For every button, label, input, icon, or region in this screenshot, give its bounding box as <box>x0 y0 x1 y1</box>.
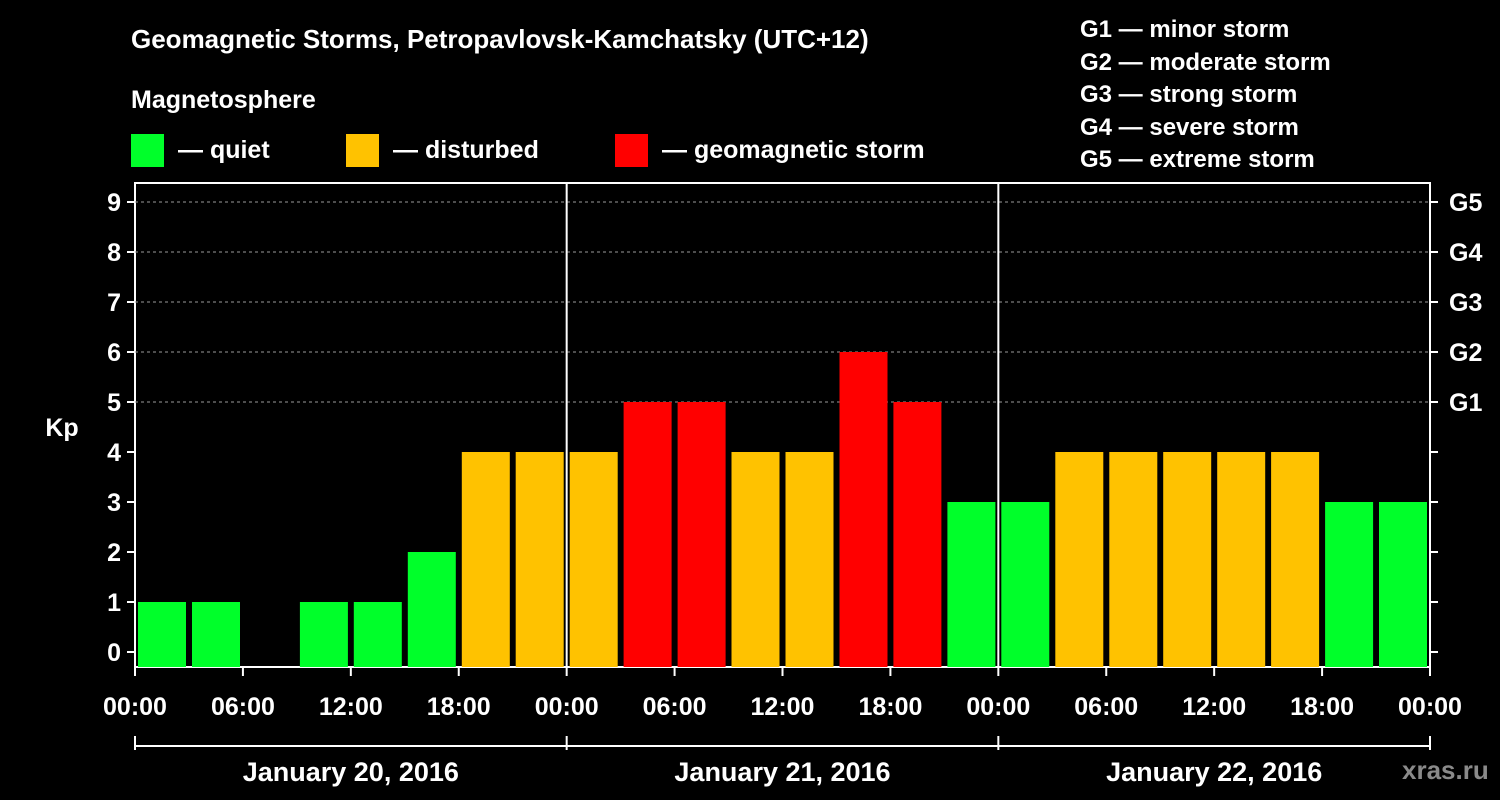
bar-14 <box>893 402 942 667</box>
bar-6 <box>461 452 510 667</box>
legend-label-quiet: — quiet <box>178 135 270 164</box>
bar-5 <box>407 552 456 667</box>
xtick-label-7: 18:00 <box>858 693 922 721</box>
bar-15 <box>947 502 996 667</box>
ytick-label-7: 7 <box>107 289 121 317</box>
bar-8 <box>569 452 618 667</box>
legend-swatch-disturbed <box>346 133 379 167</box>
xtick-label-12: 00:00 <box>1398 693 1462 721</box>
bar-16 <box>1001 502 1050 667</box>
right-tick-label-G1: G1 <box>1449 389 1482 417</box>
bar-12 <box>785 452 834 667</box>
bar-22 <box>1325 502 1374 667</box>
storm-scale-legend: G1 — minor storm G2 — moderate storm G3 … <box>1080 14 1331 177</box>
bar-20 <box>1217 452 1266 667</box>
right-tick-label-G5: G5 <box>1449 189 1482 217</box>
bar-23 <box>1379 502 1427 667</box>
bar-1 <box>192 602 240 667</box>
ytick-label-3: 3 <box>107 489 121 517</box>
ytick-label-4: 4 <box>107 439 121 467</box>
xtick-label-11: 18:00 <box>1290 693 1354 721</box>
y-axis-label: Kp <box>45 414 78 442</box>
bar-0 <box>138 602 186 667</box>
xtick-label-2: 12:00 <box>319 693 383 721</box>
right-tick-label-G3: G3 <box>1449 289 1482 317</box>
storm-scale-g3: G3 — strong storm <box>1080 81 1298 108</box>
storm-scale-g1: G1 — minor storm <box>1080 16 1290 43</box>
bar-13 <box>839 352 888 667</box>
legend-item-quiet: — quiet <box>131 133 270 167</box>
bar-3 <box>299 602 348 667</box>
bar-21 <box>1271 452 1320 667</box>
bar-11 <box>731 452 780 667</box>
bar-19 <box>1163 452 1212 667</box>
xtick-label-9: 06:00 <box>1074 693 1138 721</box>
day-label-1: January 21, 2016 <box>674 757 890 787</box>
watermark: xras.ru <box>1402 755 1489 785</box>
xtick-label-4: 00:00 <box>535 693 599 721</box>
ytick-label-1: 1 <box>107 589 121 617</box>
right-tick-label-G2: G2 <box>1449 339 1482 367</box>
legend-item-storm: — geomagnetic storm <box>615 133 925 167</box>
ytick-label-2: 2 <box>107 539 121 567</box>
xtick-label-10: 12:00 <box>1182 693 1246 721</box>
ytick-label-9: 9 <box>107 189 121 217</box>
bar-17 <box>1055 452 1104 667</box>
xtick-label-0: 00:00 <box>103 693 167 721</box>
bar-9 <box>623 402 672 667</box>
bar-18 <box>1109 452 1158 667</box>
xtick-label-6: 12:00 <box>751 693 815 721</box>
bar-7 <box>515 452 564 667</box>
ytick-label-8: 8 <box>107 239 121 267</box>
day-label-2: January 22, 2016 <box>1106 757 1322 787</box>
storm-scale-g5: G5 — extreme storm <box>1080 146 1315 173</box>
magnetosphere-label: Magnetosphere <box>131 86 316 114</box>
xtick-label-3: 18:00 <box>427 693 491 721</box>
storm-scale-g4: G4 — severe storm <box>1080 113 1299 141</box>
ytick-label-0: 0 <box>107 639 121 667</box>
ytick-label-6: 6 <box>107 339 121 367</box>
legend-item-disturbed: — disturbed <box>346 133 539 167</box>
chart-title: Geomagnetic Storms, Petropavlovsk-Kamcha… <box>131 24 869 54</box>
bar-10 <box>677 402 726 667</box>
legend-label-storm: — geomagnetic storm <box>662 135 925 164</box>
legend-swatch-storm <box>615 133 648 167</box>
xtick-label-8: 00:00 <box>966 693 1030 721</box>
ytick-label-5: 5 <box>107 389 121 417</box>
legend-label-disturbed: — disturbed <box>393 135 539 164</box>
right-tick-label-G4: G4 <box>1449 239 1482 267</box>
bar-4 <box>353 602 402 667</box>
plot-frame <box>134 182 1431 668</box>
xtick-label-1: 06:00 <box>211 693 275 721</box>
xtick-label-5: 06:00 <box>643 693 707 721</box>
storm-scale-g2: G2 — moderate storm <box>1080 48 1331 76</box>
legend-swatch-quiet <box>131 133 164 167</box>
day-label-0: January 20, 2016 <box>243 757 459 787</box>
